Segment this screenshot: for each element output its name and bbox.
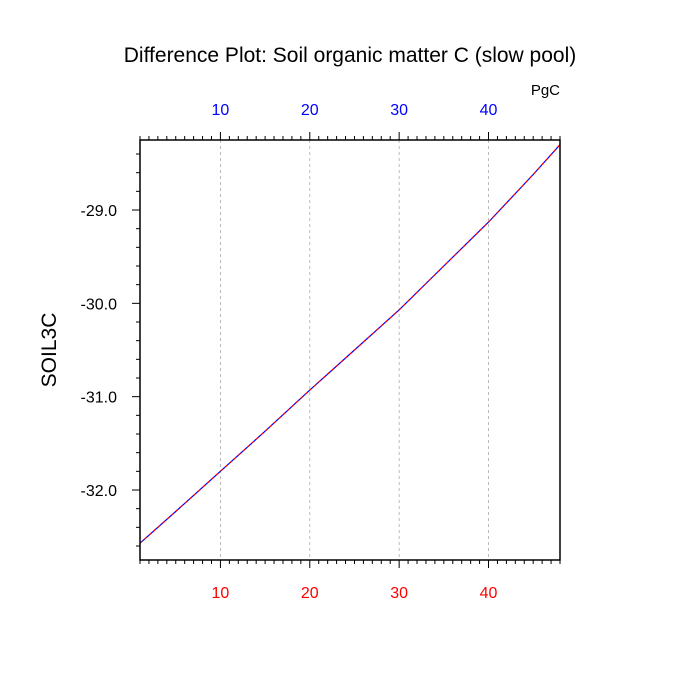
y-tick-label: -29.0: [81, 203, 118, 220]
series-layer: [139, 144, 561, 544]
labels-layer: 10 20 30 40 10 20 30 40 -32.0 -31.0 -30.0 -29.0: [81, 102, 498, 602]
grid-layer: [220, 140, 489, 560]
x-tick-label-bottom: 40: [480, 585, 498, 602]
ticks-layer: [132, 132, 561, 568]
plot-frame: [139, 139, 561, 561]
data-line-overlay: [139, 144, 561, 544]
chart-title: Difference Plot: Soil organic matter C (…: [124, 44, 576, 67]
data-line: [139, 144, 561, 544]
x-tick-label-top: 10: [212, 102, 230, 119]
x-tick-label-bottom: 20: [301, 585, 319, 602]
y-tick-label: -31.0: [81, 390, 118, 407]
x-tick-label-top: 40: [480, 102, 498, 119]
x-tick-label-top: 30: [390, 102, 408, 119]
y-tick-label: -30.0: [81, 296, 118, 313]
y-axis-label: SOIL3C: [38, 313, 61, 388]
units-label: PgC: [531, 82, 560, 99]
x-tick-label-bottom: 30: [390, 585, 408, 602]
x-tick-label-bottom: 10: [212, 585, 230, 602]
x-tick-label-top: 20: [301, 102, 319, 119]
y-tick-label: -32.0: [81, 483, 118, 500]
